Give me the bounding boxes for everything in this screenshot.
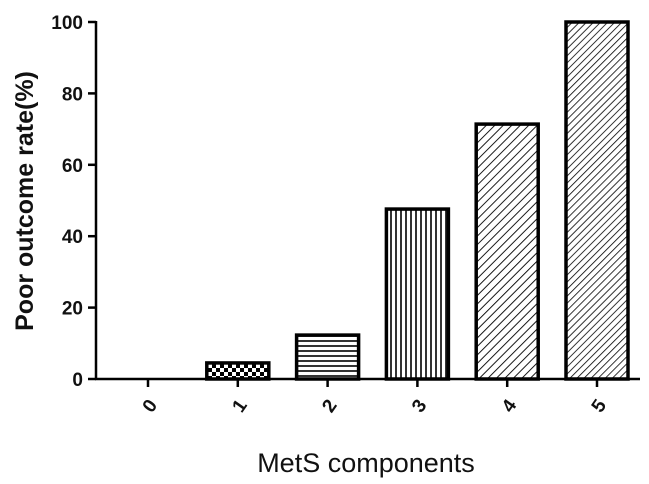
x-tick-label: 3 <box>408 396 431 417</box>
y-tick-label: 40 <box>62 227 83 248</box>
x-tick-label: 1 <box>229 396 253 417</box>
bar-5 <box>564 20 630 381</box>
y-ticks-group: 0 20 40 60 80 100 <box>51 13 96 391</box>
x-tick-label: 0 <box>139 396 162 417</box>
x-tick-label: 2 <box>318 396 341 417</box>
bar-4 <box>474 122 540 381</box>
x-tick-label: 5 <box>588 396 612 417</box>
bars-group <box>205 20 630 381</box>
bar-3 <box>384 207 451 381</box>
y-tick-label: 100 <box>51 13 83 34</box>
y-axis-label: Poor outcome rate(%) <box>11 71 39 331</box>
y-tick-label: 60 <box>62 156 83 177</box>
x-axis-label: MetS components <box>257 448 475 478</box>
bar-1 <box>205 361 271 381</box>
y-tick-label: 0 <box>72 370 83 391</box>
x-tick-label: 4 <box>498 396 522 417</box>
x-ticks-group: 0 1 2 3 4 5 <box>139 379 612 417</box>
y-tick-label: 80 <box>62 84 83 105</box>
y-tick-label: 20 <box>62 299 83 320</box>
bar-2 <box>294 333 361 381</box>
